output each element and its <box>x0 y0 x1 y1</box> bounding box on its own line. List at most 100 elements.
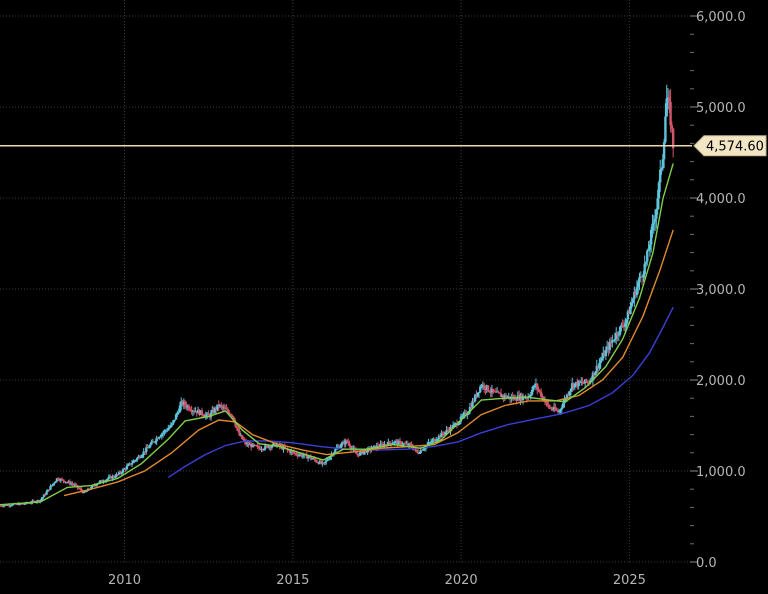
candle-body-466 <box>602 352 605 359</box>
candle-body-61 <box>77 487 81 489</box>
candle-body-18 <box>22 503 25 505</box>
candle-body-243 <box>313 458 316 460</box>
candle-body-133 <box>170 423 174 425</box>
candle-body-153 <box>196 409 200 414</box>
candle-body-206 <box>265 445 268 447</box>
candle-body-388 <box>501 395 504 397</box>
candle-body-351 <box>453 424 456 426</box>
candle-body-496 <box>640 276 644 278</box>
candle-body-458 <box>591 372 595 381</box>
candle-body-277 <box>357 454 360 456</box>
candle-body-379 <box>489 392 492 394</box>
candle-body-380 <box>490 388 494 393</box>
candle-body-146 <box>187 406 191 410</box>
candle-body-389 <box>502 395 505 398</box>
candle-body-487 <box>629 306 632 315</box>
candle-body-170 <box>218 404 222 407</box>
candle-body-334 <box>431 440 434 443</box>
candle-body-245 <box>315 461 319 463</box>
candle-body-365 <box>471 400 474 408</box>
candle-body-112 <box>143 451 147 453</box>
candle-body-46 <box>58 479 61 481</box>
candle-body-448 <box>578 380 582 383</box>
candle-body-152 <box>195 411 198 414</box>
candle-body-204 <box>262 448 266 450</box>
candle-body-387 <box>499 393 503 397</box>
candle-body-280 <box>361 451 364 454</box>
candle-body-130 <box>167 428 170 431</box>
candle-body-106 <box>136 457 139 460</box>
candle-body-30 <box>37 500 41 502</box>
candle-body-192 <box>247 443 250 446</box>
candle-body-305 <box>393 441 397 443</box>
candle-body-369 <box>476 392 479 397</box>
candle-body-393 <box>507 396 510 398</box>
candle-body-371 <box>479 386 482 393</box>
candle-body-519 <box>670 125 674 129</box>
candle-body-209 <box>269 446 272 448</box>
candle-body-303 <box>391 443 394 445</box>
candle-body-508 <box>656 198 659 210</box>
candle-body-266 <box>343 442 346 445</box>
candle-body-261 <box>336 446 340 448</box>
y-tick-label-2: 2,000.0 <box>696 374 746 389</box>
candle-body-429 <box>554 407 557 410</box>
candle-body-15 <box>18 503 21 506</box>
candle-body-483 <box>624 323 627 327</box>
candle-body-40 <box>50 485 53 487</box>
candle-body-165 <box>212 410 215 413</box>
moving-averages <box>0 163 674 506</box>
candle-body-159 <box>204 414 208 417</box>
candle-body-341 <box>440 432 443 438</box>
candle-body-268 <box>345 440 349 442</box>
candle-body-445 <box>574 381 578 384</box>
candle-body-36 <box>45 491 48 495</box>
candle-body-513 <box>662 142 666 160</box>
candle-body-228 <box>293 453 297 455</box>
candle-body-355 <box>458 421 461 424</box>
candle-body-107 <box>137 456 140 458</box>
candle-body-135 <box>173 419 176 421</box>
candle-body-1 <box>0 505 3 507</box>
candle-body-415 <box>536 383 539 389</box>
candle-body-435 <box>561 403 565 408</box>
candle-body-147 <box>189 409 192 411</box>
candle-body-83 <box>106 478 109 480</box>
candle-body-493 <box>637 282 640 288</box>
candle-body-308 <box>397 440 400 445</box>
candle-body-350 <box>451 425 455 429</box>
candle-body-104 <box>133 460 136 462</box>
candle-body-143 <box>183 401 187 406</box>
candle-body-269 <box>347 441 350 444</box>
candle-body-366 <box>472 400 476 402</box>
candle-body-52 <box>66 482 69 484</box>
candle-body-45 <box>57 478 60 480</box>
candle-body-233 <box>300 454 303 457</box>
candle-body-480 <box>620 325 623 327</box>
candle-body-77 <box>98 481 101 483</box>
candle-body-433 <box>559 409 562 411</box>
candle-body-175 <box>225 408 228 410</box>
candle-body-156 <box>200 410 204 415</box>
x-tick-label-0: 2010 <box>108 573 141 588</box>
candle-body-450 <box>581 381 584 383</box>
candle-body-198 <box>255 445 258 447</box>
candle-body-354 <box>457 423 460 426</box>
candle-body-267 <box>344 440 347 445</box>
candle-body-101 <box>129 463 132 465</box>
candle-body-309 <box>398 440 402 442</box>
candle-body-205 <box>264 445 267 449</box>
candle-body-138 <box>177 412 180 414</box>
candle-body-332 <box>428 442 431 444</box>
candle-body-160 <box>205 413 209 415</box>
candle-body-78 <box>99 480 103 482</box>
candle-body-413 <box>533 385 536 387</box>
candle-body-58 <box>73 484 77 486</box>
candle-body-424 <box>547 404 551 408</box>
candle-body-409 <box>528 396 531 398</box>
candle-body-57 <box>72 484 75 486</box>
candle-body-370 <box>477 392 481 394</box>
candle-body-203 <box>261 449 264 451</box>
candle-body-161 <box>207 413 210 416</box>
candle-body-41 <box>51 483 55 486</box>
